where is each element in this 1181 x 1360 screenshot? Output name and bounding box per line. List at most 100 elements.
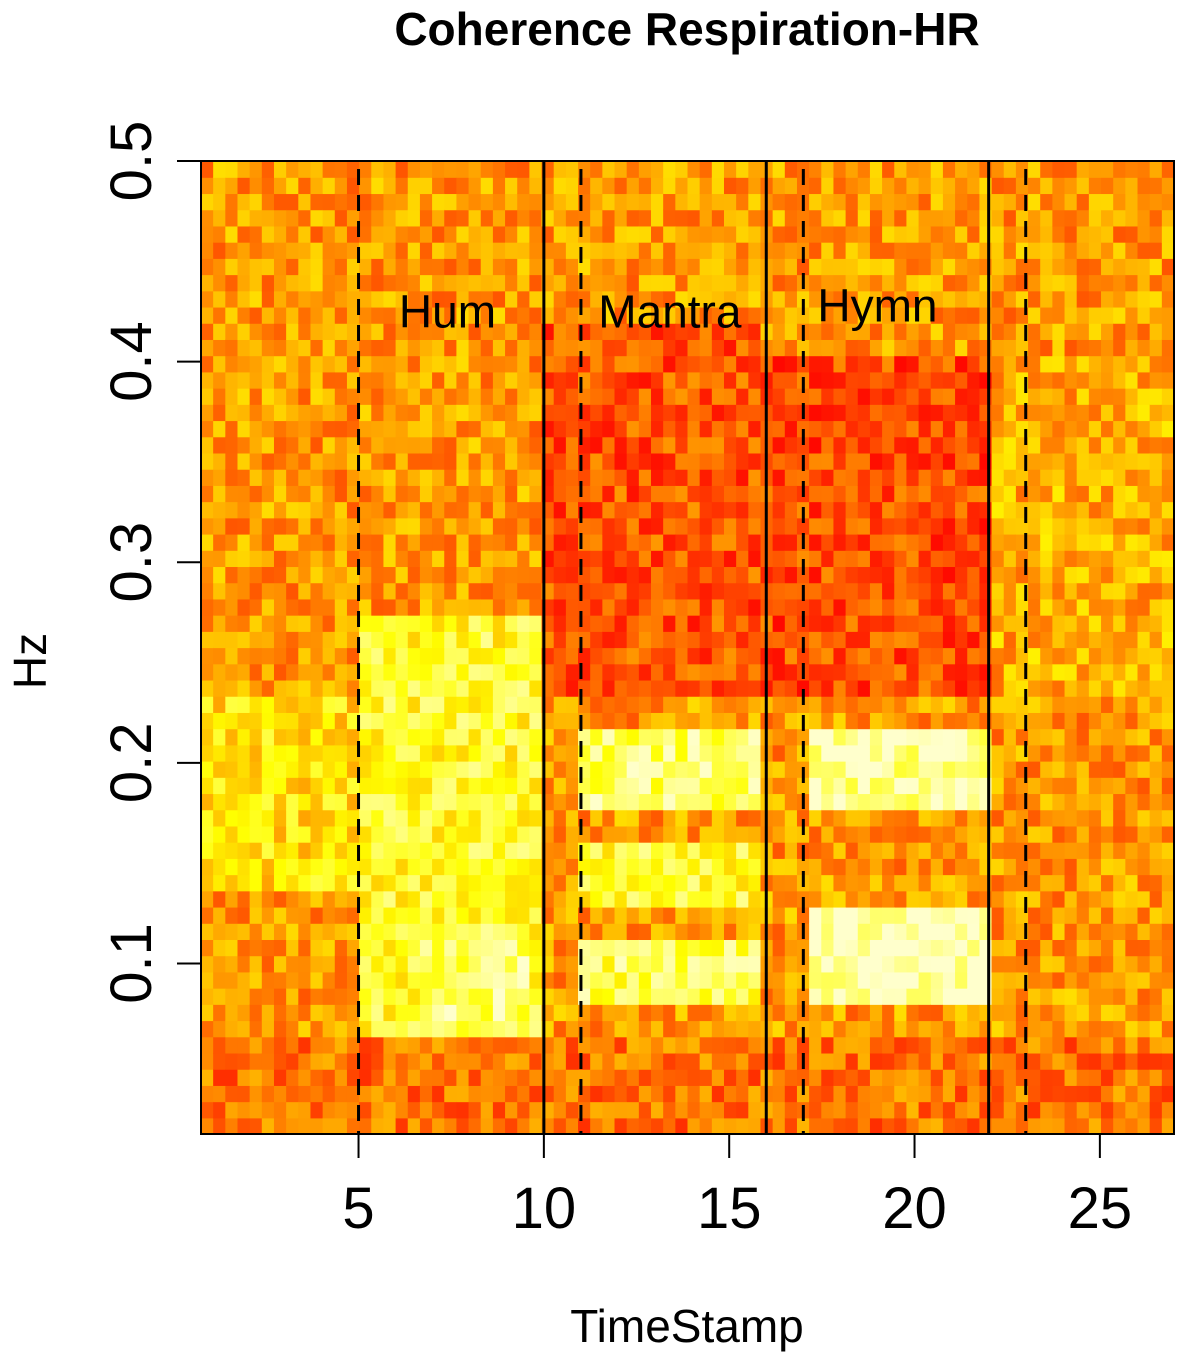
heatmap-cell xyxy=(857,647,871,665)
heatmap-cell xyxy=(565,1101,579,1119)
heatmap-cell xyxy=(310,290,324,308)
heatmap-cell xyxy=(529,566,543,584)
heatmap-cell xyxy=(955,1036,968,1054)
heatmap-cell xyxy=(346,193,360,211)
heatmap-cell xyxy=(772,420,786,438)
heatmap-cell xyxy=(663,371,676,389)
heatmap-cell xyxy=(675,193,689,211)
heatmap-cell xyxy=(1040,761,1053,778)
heatmap-cell xyxy=(346,793,360,811)
heatmap-cell xyxy=(772,890,786,908)
heatmap-cell xyxy=(553,371,567,389)
heatmap-cell xyxy=(809,436,822,454)
heatmap-cell xyxy=(796,517,810,535)
heatmap-cell xyxy=(955,1052,968,1070)
heatmap-cell xyxy=(553,939,567,957)
heatmap-cell xyxy=(298,533,312,551)
heatmap-cell xyxy=(249,777,263,795)
heatmap-cell xyxy=(298,728,312,746)
heatmap-cell xyxy=(1101,436,1114,454)
heatmap-cell xyxy=(480,193,494,211)
heatmap-cell xyxy=(213,971,226,989)
heatmap-cell xyxy=(1149,1101,1163,1119)
heatmap-cell xyxy=(517,679,530,697)
heatmap-cell xyxy=(1003,323,1017,340)
heatmap-cell xyxy=(444,177,458,195)
heatmap-cell xyxy=(480,955,494,973)
heatmap-cell xyxy=(918,290,932,308)
heatmap-cell xyxy=(845,209,859,227)
heatmap-cell xyxy=(492,939,506,957)
heatmap-cell xyxy=(322,209,336,227)
heatmap-cell xyxy=(468,744,482,762)
heatmap-cell xyxy=(1101,988,1114,1005)
heatmap-cell xyxy=(395,647,409,665)
heatmap-cell xyxy=(383,323,397,340)
heatmap-cell xyxy=(578,988,591,1005)
heatmap-cell xyxy=(334,533,348,551)
heatmap-cell xyxy=(845,161,859,178)
heatmap-cell xyxy=(784,469,798,486)
heatmap-cell xyxy=(517,420,530,438)
heatmap-cell xyxy=(942,404,956,422)
heatmap-cell xyxy=(1028,388,1041,405)
heatmap-cell xyxy=(675,517,689,535)
heatmap-cell xyxy=(395,728,409,746)
heatmap-cell xyxy=(310,566,324,584)
heatmap-cell xyxy=(1064,906,1078,924)
heatmap-cell xyxy=(699,469,713,486)
heatmap-cell xyxy=(736,631,749,649)
heatmap-cell xyxy=(1137,339,1151,357)
heatmap-cell xyxy=(1028,1020,1041,1038)
heatmap-cell xyxy=(882,550,895,568)
heatmap-cell xyxy=(225,906,239,924)
heatmap-cell xyxy=(1088,193,1102,211)
heatmap-cell xyxy=(261,225,275,243)
heatmap-cell xyxy=(663,355,676,373)
heatmap-cell xyxy=(468,485,482,503)
heatmap-cell xyxy=(310,923,324,940)
heatmap-cell xyxy=(930,339,944,357)
heatmap-cell xyxy=(1125,371,1139,389)
heatmap-cell xyxy=(748,1085,762,1103)
heatmap-cell xyxy=(273,420,287,438)
heatmap-cell xyxy=(845,436,859,454)
heatmap-cell xyxy=(310,323,324,340)
heatmap-cell xyxy=(772,177,786,195)
heatmap-cell xyxy=(991,1101,1005,1119)
heatmap-cell xyxy=(833,550,847,568)
heatmap-cell xyxy=(383,971,397,989)
heatmap-cell xyxy=(784,258,798,276)
heatmap-cell xyxy=(869,258,883,276)
heatmap-cell xyxy=(736,193,749,211)
heatmap-cell xyxy=(1076,1101,1090,1119)
heatmap-cell xyxy=(857,1020,871,1038)
heatmap-cell xyxy=(237,193,251,211)
heatmap-cell xyxy=(468,971,482,989)
heatmap-cell xyxy=(772,663,786,681)
heatmap-cell xyxy=(918,533,932,551)
heatmap-cell xyxy=(286,631,299,649)
heatmap-cell xyxy=(334,1036,348,1054)
heatmap-cell xyxy=(894,436,908,454)
heatmap-cell xyxy=(407,728,421,746)
heatmap-cell xyxy=(882,566,895,584)
heatmap-cell xyxy=(359,890,372,908)
heatmap-cell xyxy=(918,696,932,713)
heatmap-cell xyxy=(1088,371,1102,389)
heatmap-cell xyxy=(663,1004,676,1022)
heatmap-cell xyxy=(1101,923,1114,940)
heatmap-cell xyxy=(723,1085,737,1103)
heatmap-cell xyxy=(869,225,883,243)
heatmap-cell xyxy=(1076,598,1090,616)
heatmap-cell xyxy=(882,874,895,892)
heatmap-cell xyxy=(699,761,713,778)
heatmap-cell xyxy=(456,598,470,616)
heatmap-cell xyxy=(869,339,883,357)
heatmap-cell xyxy=(1101,209,1114,227)
heatmap-cell xyxy=(967,728,980,746)
heatmap-cell xyxy=(699,793,713,811)
heatmap-cell xyxy=(383,355,397,373)
heatmap-cell xyxy=(480,469,494,486)
heatmap-cell xyxy=(237,1069,251,1086)
